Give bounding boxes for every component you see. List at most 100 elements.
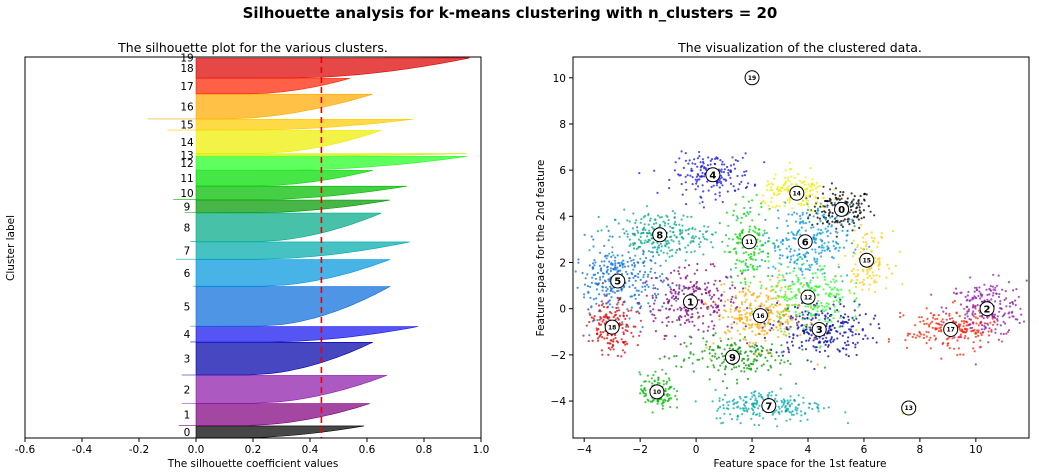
cluster-center-label: 8 bbox=[656, 230, 663, 241]
cluster-center-label: 2 bbox=[984, 304, 991, 315]
silhouette-cluster-7 bbox=[176, 241, 410, 260]
cluster-center-6: 6 bbox=[797, 234, 813, 250]
silhouette-cluster-10 bbox=[173, 185, 407, 201]
silhouette-y-axis-label: Cluster label bbox=[5, 215, 17, 281]
cluster-center-15: 15 bbox=[859, 252, 875, 268]
y-tick-label: 10 bbox=[553, 73, 566, 85]
cluster-center-label: 17 bbox=[946, 327, 954, 334]
cluster-center-17: 17 bbox=[943, 321, 959, 337]
scatter-cluster-2 bbox=[930, 273, 1028, 366]
silhouette-cluster-0 bbox=[167, 425, 365, 439]
x-tick-label: 0.8 bbox=[416, 444, 433, 456]
cluster-center-18: 18 bbox=[604, 319, 620, 335]
silhouette-cluster-14 bbox=[195, 130, 382, 154]
cluster-center-label: 6 bbox=[802, 237, 809, 248]
cluster-center-12: 12 bbox=[800, 289, 816, 305]
silhouette-cluster-label: 16 bbox=[180, 102, 194, 114]
silhouette-cluster-label: 7 bbox=[184, 246, 191, 258]
cluster-center-label: 7 bbox=[765, 401, 772, 412]
silhouette-cluster-label: 14 bbox=[180, 137, 194, 149]
cluster-center-11: 11 bbox=[741, 234, 757, 250]
x-tick-label: 2 bbox=[749, 444, 756, 456]
scatter-plot-title: The visualization of the clustered data. bbox=[677, 40, 922, 55]
silhouette-plot-title: The silhouette plot for the various clus… bbox=[117, 40, 388, 55]
x-tick-label: 0.4 bbox=[302, 444, 319, 456]
x-tick-label: -0.4 bbox=[72, 444, 93, 456]
cluster-center-2: 2 bbox=[979, 301, 995, 317]
silhouette-cluster-label: 18 bbox=[180, 63, 193, 75]
silhouette-cluster-16 bbox=[147, 93, 373, 120]
x-tick-label: -0.2 bbox=[129, 444, 150, 456]
cluster-center-label: 3 bbox=[816, 325, 823, 336]
cluster-center-14: 14 bbox=[789, 185, 805, 201]
y-tick-label: −4 bbox=[551, 396, 567, 408]
y-tick-label: 4 bbox=[559, 211, 566, 223]
silhouette-cluster-label: 5 bbox=[184, 301, 191, 313]
silhouette-cluster-13 bbox=[195, 153, 467, 157]
x-tick-label: −2 bbox=[632, 444, 647, 456]
silhouette-cluster-15 bbox=[167, 118, 413, 131]
cluster-center-4: 4 bbox=[705, 167, 721, 183]
y-tick-label: 8 bbox=[559, 119, 566, 131]
cluster-center-label: 1 bbox=[687, 297, 694, 308]
cluster-center-label: 0 bbox=[838, 205, 845, 216]
silhouette-cluster-label: 11 bbox=[180, 173, 193, 185]
scatter-cluster-3 bbox=[744, 296, 881, 371]
cluster-center-7: 7 bbox=[761, 398, 777, 414]
silhouette-cluster-label: 3 bbox=[184, 354, 191, 366]
x-tick-label: 0.2 bbox=[245, 444, 262, 456]
cluster-center-label: 18 bbox=[608, 324, 616, 331]
cluster-center-label: 13 bbox=[905, 405, 913, 412]
x-tick-label: 1.0 bbox=[473, 444, 490, 456]
cluster-center-1: 1 bbox=[682, 294, 698, 310]
cluster-center-5: 5 bbox=[610, 273, 626, 289]
scatter-cluster-8 bbox=[588, 202, 728, 271]
scatter-plot: The visualization of the clustered data.… bbox=[535, 40, 1030, 470]
scatter-cluster-7 bbox=[673, 387, 850, 428]
silhouette-cluster-label: 4 bbox=[184, 329, 191, 341]
scatter-cluster-11 bbox=[723, 193, 780, 307]
scatter-cluster-1 bbox=[601, 247, 762, 358]
silhouette-cluster-12 bbox=[195, 156, 467, 171]
silhouette-cluster-9 bbox=[184, 199, 390, 214]
silhouette-cluster-11 bbox=[195, 170, 373, 187]
scatter-cluster-9 bbox=[668, 319, 827, 390]
cluster-center-label: 12 bbox=[804, 294, 812, 301]
silhouette-plot: The silhouette plot for the various clus… bbox=[5, 40, 489, 470]
cluster-center-10: 10 bbox=[649, 384, 665, 400]
cluster-center-label: 19 bbox=[748, 75, 756, 82]
scatter-y-axis-label: Feature space for the 2nd feature bbox=[535, 160, 547, 337]
silhouette-cluster-label: 13 bbox=[180, 150, 193, 162]
silhouette-cluster-18 bbox=[195, 57, 470, 79]
silhouette-cluster-label: 19 bbox=[180, 52, 193, 64]
cluster-center-label: 15 bbox=[863, 257, 871, 264]
x-tick-label: 4 bbox=[805, 444, 812, 456]
cluster-center-label: 9 bbox=[729, 353, 736, 364]
y-tick-label: −2 bbox=[551, 350, 566, 362]
silhouette-cluster-1 bbox=[178, 403, 370, 426]
x-tick-label: 6 bbox=[861, 444, 868, 456]
silhouette-cluster-17 bbox=[195, 78, 350, 95]
x-tick-label: 10 bbox=[969, 444, 982, 456]
cluster-center-label: 4 bbox=[709, 170, 716, 181]
silhouette-x-ticks: -0.6 -0.4 -0.2 0.0 0.2 0.4 0.6 0.8 1.0 bbox=[15, 438, 490, 456]
scatter-cluster-17 bbox=[887, 299, 1010, 360]
cluster-center-label: 11 bbox=[745, 239, 753, 246]
scatter-cluster-16 bbox=[696, 269, 858, 366]
scatter-cluster-4 bbox=[638, 150, 766, 209]
scatter-x-axis-label: Feature space for the 1st feature bbox=[713, 458, 886, 470]
silhouette-cluster-label: 17 bbox=[180, 81, 193, 93]
silhouette-x-axis-label: The silhouette coefficient values bbox=[167, 458, 339, 470]
silhouette-cluster-label: 12 bbox=[180, 158, 193, 170]
cluster-center-label: 10 bbox=[653, 389, 661, 396]
cluster-center-0: 0 bbox=[834, 201, 850, 217]
x-tick-label: -0.6 bbox=[15, 444, 36, 456]
x-tick-label: 0.0 bbox=[188, 444, 205, 456]
silhouette-cluster-2 bbox=[181, 375, 388, 404]
figure-title: Silhouette analysis for k-means clusteri… bbox=[243, 4, 778, 22]
silhouette-cluster-8 bbox=[190, 212, 382, 242]
cluster-center-8: 8 bbox=[652, 227, 668, 243]
